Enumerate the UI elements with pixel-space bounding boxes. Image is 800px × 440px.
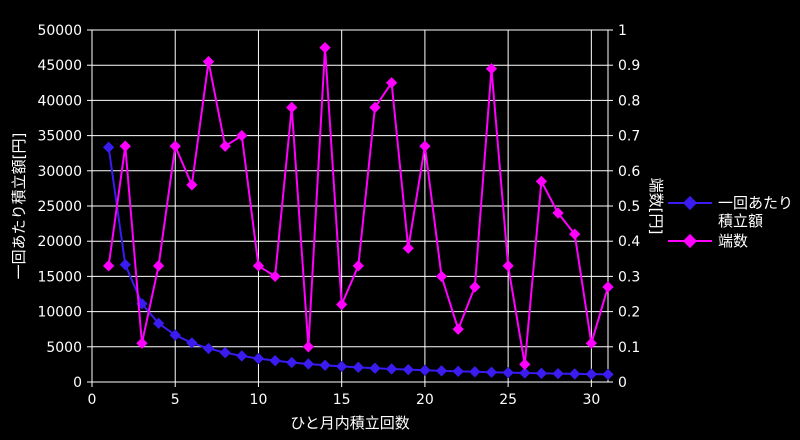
series-1-point [286,356,298,369]
series-1-point [602,368,614,381]
series-1-point [152,317,165,329]
series-1-point [169,329,181,341]
series-2-point [269,270,281,283]
series-1-point [419,364,431,376]
series-1-point [402,363,414,376]
x-axis-title: ひと月内積立回数 [290,414,410,432]
x-tick-label: 25 [499,392,517,408]
series-1-point [202,342,215,355]
left-y-tick-labels: 0 5000 10000 15000 20000 25000 30000 35000 40000… [37,23,82,391]
left-y-tick-label: 50000 [37,23,82,39]
right-y-tick-label: 0.7 [618,129,640,145]
legend-marker-series-2 [682,233,698,249]
series-1-point [219,347,231,359]
left-y-tick-label: 35000 [37,129,82,145]
left-y-tick-label: 40000 [37,93,82,109]
series-2-point [136,337,148,349]
x-tick-label: 10 [250,392,268,408]
series-1-point [302,358,315,370]
series-2-point [585,337,598,349]
x-tick-label: 20 [416,392,434,408]
series-2-point [402,242,414,254]
right-y-tick-label: 0.8 [618,93,640,109]
series-1-point [269,355,281,367]
legend-label-series-1-line-2: 積立額 [718,212,763,230]
series-1-point [469,366,481,378]
left-y-tick-label: 5000 [46,340,82,356]
series-1-point [336,360,348,373]
right-y-tick-label: 0.9 [618,58,640,74]
left-y-tick-label: 15000 [37,269,82,285]
left-y-tick-label: 0 [73,375,82,391]
series-2-point [352,260,364,272]
left-y-tick-label: 30000 [37,164,82,180]
series-2-point [302,341,315,353]
left-y-tick-label: 25000 [37,199,82,215]
series-1-point [369,362,381,374]
series-2-point [502,260,514,272]
right-y-tick-label: 0.1 [618,340,640,356]
series-1-point [569,368,581,380]
series-1-point [485,366,498,378]
series-1-point [435,365,448,377]
legend: 一回あたり 積立額 端数 [668,194,793,250]
left-y-axis-title: 一回あたり積立額[円] [10,133,28,280]
series-2-point [186,179,198,191]
series-1-point [236,350,248,362]
series-2-point [469,281,481,293]
x-tick-label: 15 [333,392,351,408]
left-y-tick-label: 10000 [37,305,82,321]
series-1-point [535,367,548,379]
series-2-point [336,298,348,311]
series-2-point [552,207,564,219]
x-tick-label: 30 [582,392,600,408]
right-y-tick-label: 0.6 [618,164,640,180]
right-y-axis-title: 端数[円] [647,178,665,235]
series-2-point [569,228,581,240]
right-y-tick-label: 0.5 [618,199,640,215]
right-y-tick-labels: 0 0.1 0.2 0.3 0.4 0.5 0.6 0.7 0.8 0.9 1 [618,23,640,391]
series-1-point [319,359,331,371]
legend-label-series-1-line-1: 一回あたり [718,194,793,212]
series-2-point [435,270,448,283]
series-2-point [169,140,181,152]
x-tick-labels: 0 5 10 15 20 25 30 [88,392,601,408]
x-tick-label: 5 [171,392,180,408]
series-2-point [452,323,464,335]
series-1-point [186,337,198,349]
legend-marker-series-1 [682,195,698,211]
right-y-tick-label: 0.2 [618,305,640,321]
series-1-point [552,367,564,380]
right-y-tick-label: 1 [618,23,627,39]
grid-lines [87,29,613,387]
series-1-point [585,368,598,380]
left-y-tick-label: 20000 [37,234,82,250]
left-y-tick-label: 45000 [37,58,82,74]
series-1-point [452,365,464,377]
series-1-point [352,361,364,373]
series-1-point [502,366,514,379]
series-2-point [319,41,331,54]
legend-label-series-2: 端数 [718,232,748,250]
right-y-tick-label: 0.4 [618,234,640,250]
series-2-point [236,129,248,142]
right-y-tick-label: 0 [618,375,627,391]
series-2-point [535,175,548,188]
series-2-point [419,140,431,152]
series-2-point [519,358,531,371]
x-tick-label: 0 [88,392,97,408]
series-1-point [385,363,398,375]
series-1-point [519,367,531,379]
series-2-point [602,281,614,293]
series-2-point [152,260,165,272]
right-y-tick-label: 0.3 [618,269,640,285]
series-2-point [219,140,231,152]
